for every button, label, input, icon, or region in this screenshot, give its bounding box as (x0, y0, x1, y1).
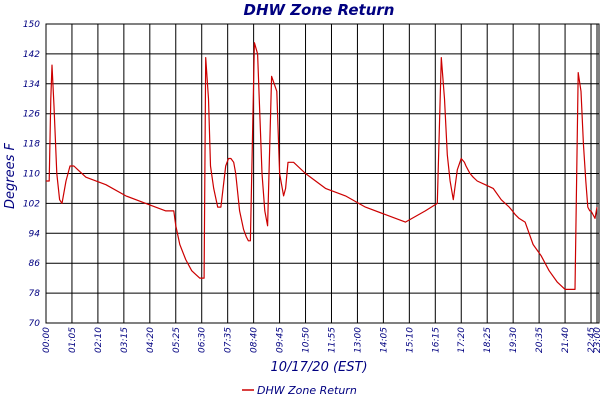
y-tick-label: 86 (29, 259, 41, 269)
x-tick-label: 05:25 (172, 327, 182, 353)
x-tick-label: 04:20 (146, 327, 156, 353)
x-tick-label: 11:55 (327, 327, 337, 353)
x-tick-label: 02:10 (94, 327, 104, 353)
y-tick-label: 94 (29, 229, 41, 239)
x-tick-label: 23:00 (593, 327, 600, 353)
x-tick-label: 20:35 (535, 327, 545, 353)
x-tick-label: 13:00 (353, 327, 363, 353)
y-axis-label: Degrees F (3, 142, 18, 209)
x-tick-label: 16:15 (431, 327, 441, 353)
plot-border (45, 23, 600, 324)
y-tick-label: 78 (29, 289, 41, 299)
y-tick-label: 102 (23, 199, 40, 209)
series-line (46, 42, 598, 290)
x-tick-label: 21:40 (561, 327, 571, 353)
x-axis-ticks: 00:00 01:05 02:10 03:15 04:20 05:25 06:30 07:35… (42, 327, 600, 353)
y-tick-label: 126 (23, 110, 40, 120)
x-tick-label: 22:45 (587, 327, 597, 353)
x-tick-label: 09:45 (276, 327, 286, 353)
y-tick-label: 150 (23, 20, 40, 30)
legend-label: DHW Zone Return (257, 384, 357, 397)
x-tick-label: 00:00 (42, 327, 52, 353)
x-tick-label: 17:20 (457, 327, 467, 353)
x-tick-label: 18:25 (483, 327, 493, 353)
x-tick-label: 19:30 (509, 327, 519, 353)
y-tick-label: 70 (29, 319, 41, 329)
y-tick-label: 110 (23, 170, 40, 180)
x-tick-label: 03:15 (120, 327, 130, 353)
x-axis-label: 10/17/20 (EST) (270, 360, 367, 375)
x-tick-label: 10:50 (302, 327, 312, 353)
y-tick-label: 142 (23, 50, 40, 60)
x-tick-label: 01:05 (68, 327, 78, 353)
y-tick-label: 134 (23, 80, 40, 90)
legend: DHW Zone Return (242, 384, 357, 397)
y-tick-label: 118 (23, 140, 40, 150)
x-tick-label: 14:05 (379, 327, 389, 353)
grid (45, 23, 600, 324)
y-axis-ticks: 70 78 86 94 102 110 118 126 134 142 150 (23, 20, 40, 329)
x-tick-label: 15:10 (405, 327, 415, 353)
chart-title: DHW Zone Return (244, 1, 395, 19)
series-line-layer (46, 42, 598, 290)
x-tick-label: 07:35 (224, 327, 234, 353)
x-tick-label: 08:40 (250, 327, 260, 353)
x-tick-label: 06:30 (198, 327, 208, 353)
